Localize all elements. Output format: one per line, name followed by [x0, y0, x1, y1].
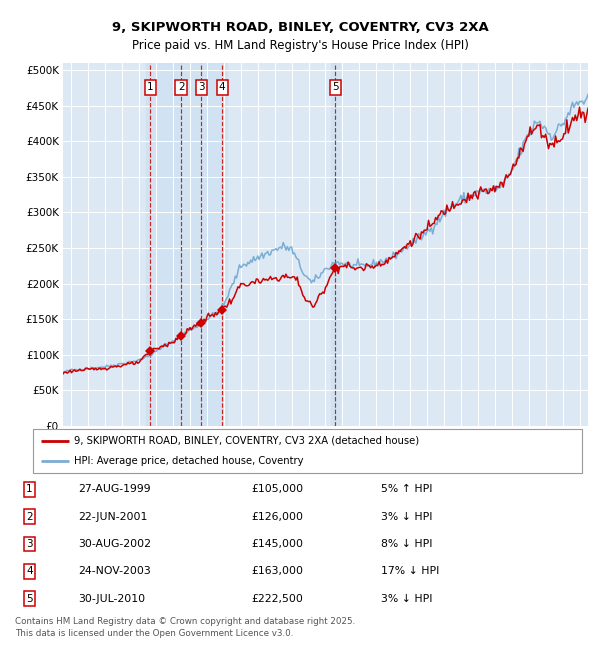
Text: 1: 1	[26, 484, 32, 495]
FancyBboxPatch shape	[33, 429, 582, 473]
Text: 5: 5	[26, 593, 32, 604]
Text: 30-JUL-2010: 30-JUL-2010	[78, 593, 145, 604]
Text: 3% ↓ HPI: 3% ↓ HPI	[380, 512, 432, 522]
Text: 4: 4	[219, 83, 226, 92]
Text: £126,000: £126,000	[251, 512, 303, 522]
Text: 4: 4	[26, 566, 32, 577]
Text: 3% ↓ HPI: 3% ↓ HPI	[380, 593, 432, 604]
Text: 2: 2	[178, 83, 184, 92]
Text: 27-AUG-1999: 27-AUG-1999	[78, 484, 151, 495]
Text: 9, SKIPWORTH ROAD, BINLEY, COVENTRY, CV3 2XA: 9, SKIPWORTH ROAD, BINLEY, COVENTRY, CV3…	[112, 21, 488, 34]
Text: HPI: Average price, detached house, Coventry: HPI: Average price, detached house, Cove…	[74, 456, 304, 466]
Text: 1: 1	[147, 83, 154, 92]
Bar	[331, 63, 340, 426]
Bar	[146, 63, 227, 426]
Text: 2: 2	[26, 512, 32, 522]
Text: £163,000: £163,000	[251, 566, 303, 577]
Text: 17% ↓ HPI: 17% ↓ HPI	[380, 566, 439, 577]
Text: 30-AUG-2002: 30-AUG-2002	[78, 539, 151, 549]
Text: 3: 3	[198, 83, 205, 92]
Text: 9, SKIPWORTH ROAD, BINLEY, COVENTRY, CV3 2XA (detached house): 9, SKIPWORTH ROAD, BINLEY, COVENTRY, CV3…	[74, 436, 419, 446]
Text: Contains HM Land Registry data © Crown copyright and database right 2025.
This d: Contains HM Land Registry data © Crown c…	[15, 618, 355, 638]
Text: 22-JUN-2001: 22-JUN-2001	[78, 512, 148, 522]
Text: 5: 5	[332, 83, 338, 92]
Text: £105,000: £105,000	[251, 484, 303, 495]
Text: £145,000: £145,000	[251, 539, 303, 549]
Text: £222,500: £222,500	[251, 593, 303, 604]
Text: 3: 3	[26, 539, 32, 549]
Text: 8% ↓ HPI: 8% ↓ HPI	[380, 539, 432, 549]
Text: 5% ↑ HPI: 5% ↑ HPI	[380, 484, 432, 495]
Text: 24-NOV-2003: 24-NOV-2003	[78, 566, 151, 577]
Text: Price paid vs. HM Land Registry's House Price Index (HPI): Price paid vs. HM Land Registry's House …	[131, 39, 469, 52]
